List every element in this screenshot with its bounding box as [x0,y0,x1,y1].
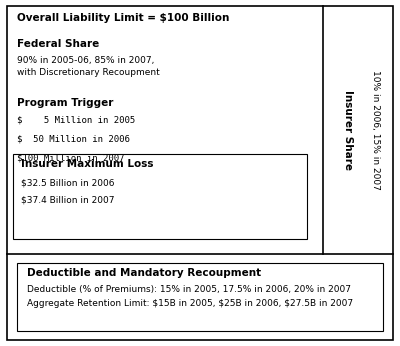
Text: 90% in 2005-06, 85% in 2007,
with Discretionary Recoupment: 90% in 2005-06, 85% in 2007, with Discre… [17,56,160,77]
Text: Overall Liability Limit = $100 Billion: Overall Liability Limit = $100 Billion [17,13,230,23]
Text: Federal Share: Federal Share [17,39,100,49]
Text: 10% in 2006, 15% in 2007: 10% in 2006, 15% in 2007 [372,70,380,190]
Text: Deductible (% of Premiums): 15% in 2005, 17.5% in 2006, 20% in 2007: Deductible (% of Premiums): 15% in 2005,… [27,285,351,294]
Text: Program Trigger: Program Trigger [17,98,114,108]
Bar [13,154,307,239]
Text: Insurer Maximum Loss: Insurer Maximum Loss [21,159,154,169]
Text: $100 Million in 2007: $100 Million in 2007 [17,153,125,162]
Text: Deductible and Mandatory Recoupment: Deductible and Mandatory Recoupment [27,268,261,278]
Text: $37.4 Billion in 2007: $37.4 Billion in 2007 [21,195,115,204]
Text: $  50 Million in 2006: $ 50 Million in 2006 [17,134,130,143]
Text: $    5 Million in 2005: $ 5 Million in 2005 [17,115,136,124]
Bar [17,263,383,331]
Text: Aggregate Retention Limit: $15B in 2005, $25B in 2006, $27.5B in 2007: Aggregate Retention Limit: $15B in 2005,… [27,299,353,308]
Text: Insurer Share: Insurer Share [343,90,353,170]
Text: $32.5 Billion in 2006: $32.5 Billion in 2006 [21,178,115,187]
